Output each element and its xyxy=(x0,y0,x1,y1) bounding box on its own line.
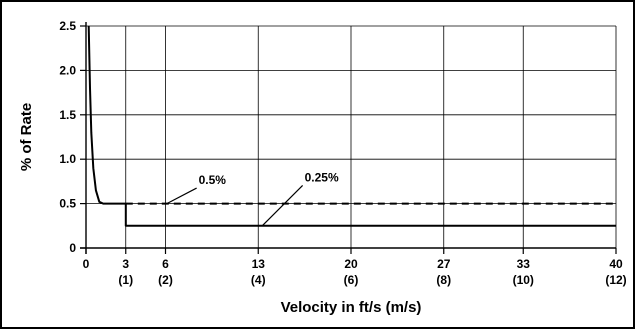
y-tick-label: 1.5 xyxy=(59,108,76,122)
x-tick-sublabel: (6) xyxy=(344,273,359,287)
annotation-label: 0.5% xyxy=(199,173,227,187)
x-tick-label: 6 xyxy=(162,257,169,271)
x-tick-label: 0 xyxy=(83,257,90,271)
x-tick-sublabel: (2) xyxy=(158,273,173,287)
x-tick-label: 40 xyxy=(609,257,623,271)
annotation-label: 0.25% xyxy=(305,170,339,184)
y-tick-label: 2.5 xyxy=(59,19,76,33)
x-tick-label: 20 xyxy=(344,257,358,271)
x-tick-sublabel: (1) xyxy=(118,273,133,287)
x-tick-sublabel: (10) xyxy=(513,273,534,287)
y-tick-label: 2.0 xyxy=(59,63,76,77)
x-tick-label: 27 xyxy=(437,257,451,271)
x-tick-label: 13 xyxy=(252,257,266,271)
x-tick-label: 3 xyxy=(122,257,129,271)
x-tick-sublabel: (12) xyxy=(605,273,626,287)
x-tick-sublabel: (4) xyxy=(251,273,266,287)
series-line xyxy=(87,25,126,205)
x-tick-label: 33 xyxy=(517,257,531,271)
annotation-leader xyxy=(166,187,197,205)
x-axis-title: Velocity in ft/s (m/s) xyxy=(281,299,422,316)
annotation-leader xyxy=(261,184,304,227)
x-tick-sublabel: (8) xyxy=(436,273,451,287)
y-tick-label: 0 xyxy=(69,241,76,255)
y-axis-title: % of Rate xyxy=(18,103,35,171)
y-tick-label: 0.5 xyxy=(59,197,76,211)
series-line xyxy=(124,203,616,227)
y-tick-label: 1.0 xyxy=(59,152,76,166)
